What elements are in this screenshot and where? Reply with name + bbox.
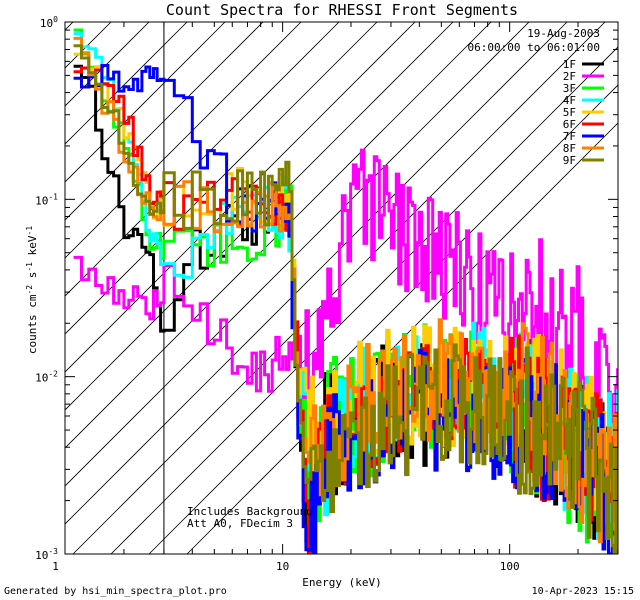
observation-date: 19-Aug-2003	[527, 27, 600, 40]
y-label-exp-2: -1	[25, 262, 34, 272]
legend-label-5f: 5F	[563, 106, 576, 119]
hatch-line	[65, 22, 378, 335]
hatch-line	[65, 22, 416, 373]
y-label-part-3: keV	[26, 235, 39, 262]
plot-frame	[64, 21, 619, 555]
hatch-line	[65, 22, 340, 297]
legend-label-6f: 6F	[563, 118, 576, 131]
hatch-line	[65, 22, 226, 183]
y-tick-label: 10-2	[35, 370, 58, 385]
legend-label-3f: 3F	[563, 82, 576, 95]
footer-generated-by: Generated by hsi_min_spectra_plot.pro	[4, 586, 227, 597]
legend-label-1f: 1F	[563, 58, 576, 71]
y-tick-label: 10-3	[35, 547, 58, 562]
x-tick-label: 1	[52, 560, 59, 573]
legend-label-8f: 8F	[563, 142, 576, 155]
x-tick-label: 100	[500, 560, 520, 573]
legend-label-4f: 4F	[563, 94, 576, 107]
y-tick-label: 100	[40, 15, 58, 30]
hatch-line	[110, 46, 618, 554]
hatch-line	[65, 22, 302, 259]
x-tick-label: 10	[276, 560, 289, 573]
y-axis-label: counts cm-2 s-1 keV-1	[25, 226, 39, 354]
hatch-line	[65, 22, 530, 487]
legend-label-2f: 2F	[563, 70, 576, 83]
observation-time-range: 06:00:00 to 06:01:00	[468, 41, 600, 54]
series-line-9f	[73, 44, 618, 554]
footer-timestamp: 10-Apr-2023 15:15	[531, 586, 634, 597]
y-label-exp-3: -1	[25, 226, 34, 236]
hatch-line	[65, 22, 150, 107]
hatch-line	[65, 22, 264, 221]
series-line-2f	[73, 148, 618, 478]
y-label-part-1: counts cm	[26, 294, 39, 354]
legend-label-9f: 9F	[563, 154, 576, 167]
axis-ticks: 1 10 100 100 10-1 10-2 10-3	[35, 15, 619, 573]
y-label-exp-1: -2	[25, 285, 34, 295]
y-tick-label: 10-1	[35, 192, 58, 207]
annotation-attenuator: Att A0, FDecim 3	[187, 517, 293, 530]
legend-label-7f: 7F	[563, 130, 576, 143]
y-label-part-2: s	[26, 272, 39, 285]
series-layer	[73, 28, 618, 554]
hatch-line	[65, 22, 568, 525]
chart-title: Count Spectra for RHESSI Front Segments	[166, 1, 518, 19]
annotation-background: Includes Background	[187, 505, 313, 518]
hatch-line	[65, 22, 188, 145]
x-axis-label: Energy (keV)	[302, 576, 381, 589]
